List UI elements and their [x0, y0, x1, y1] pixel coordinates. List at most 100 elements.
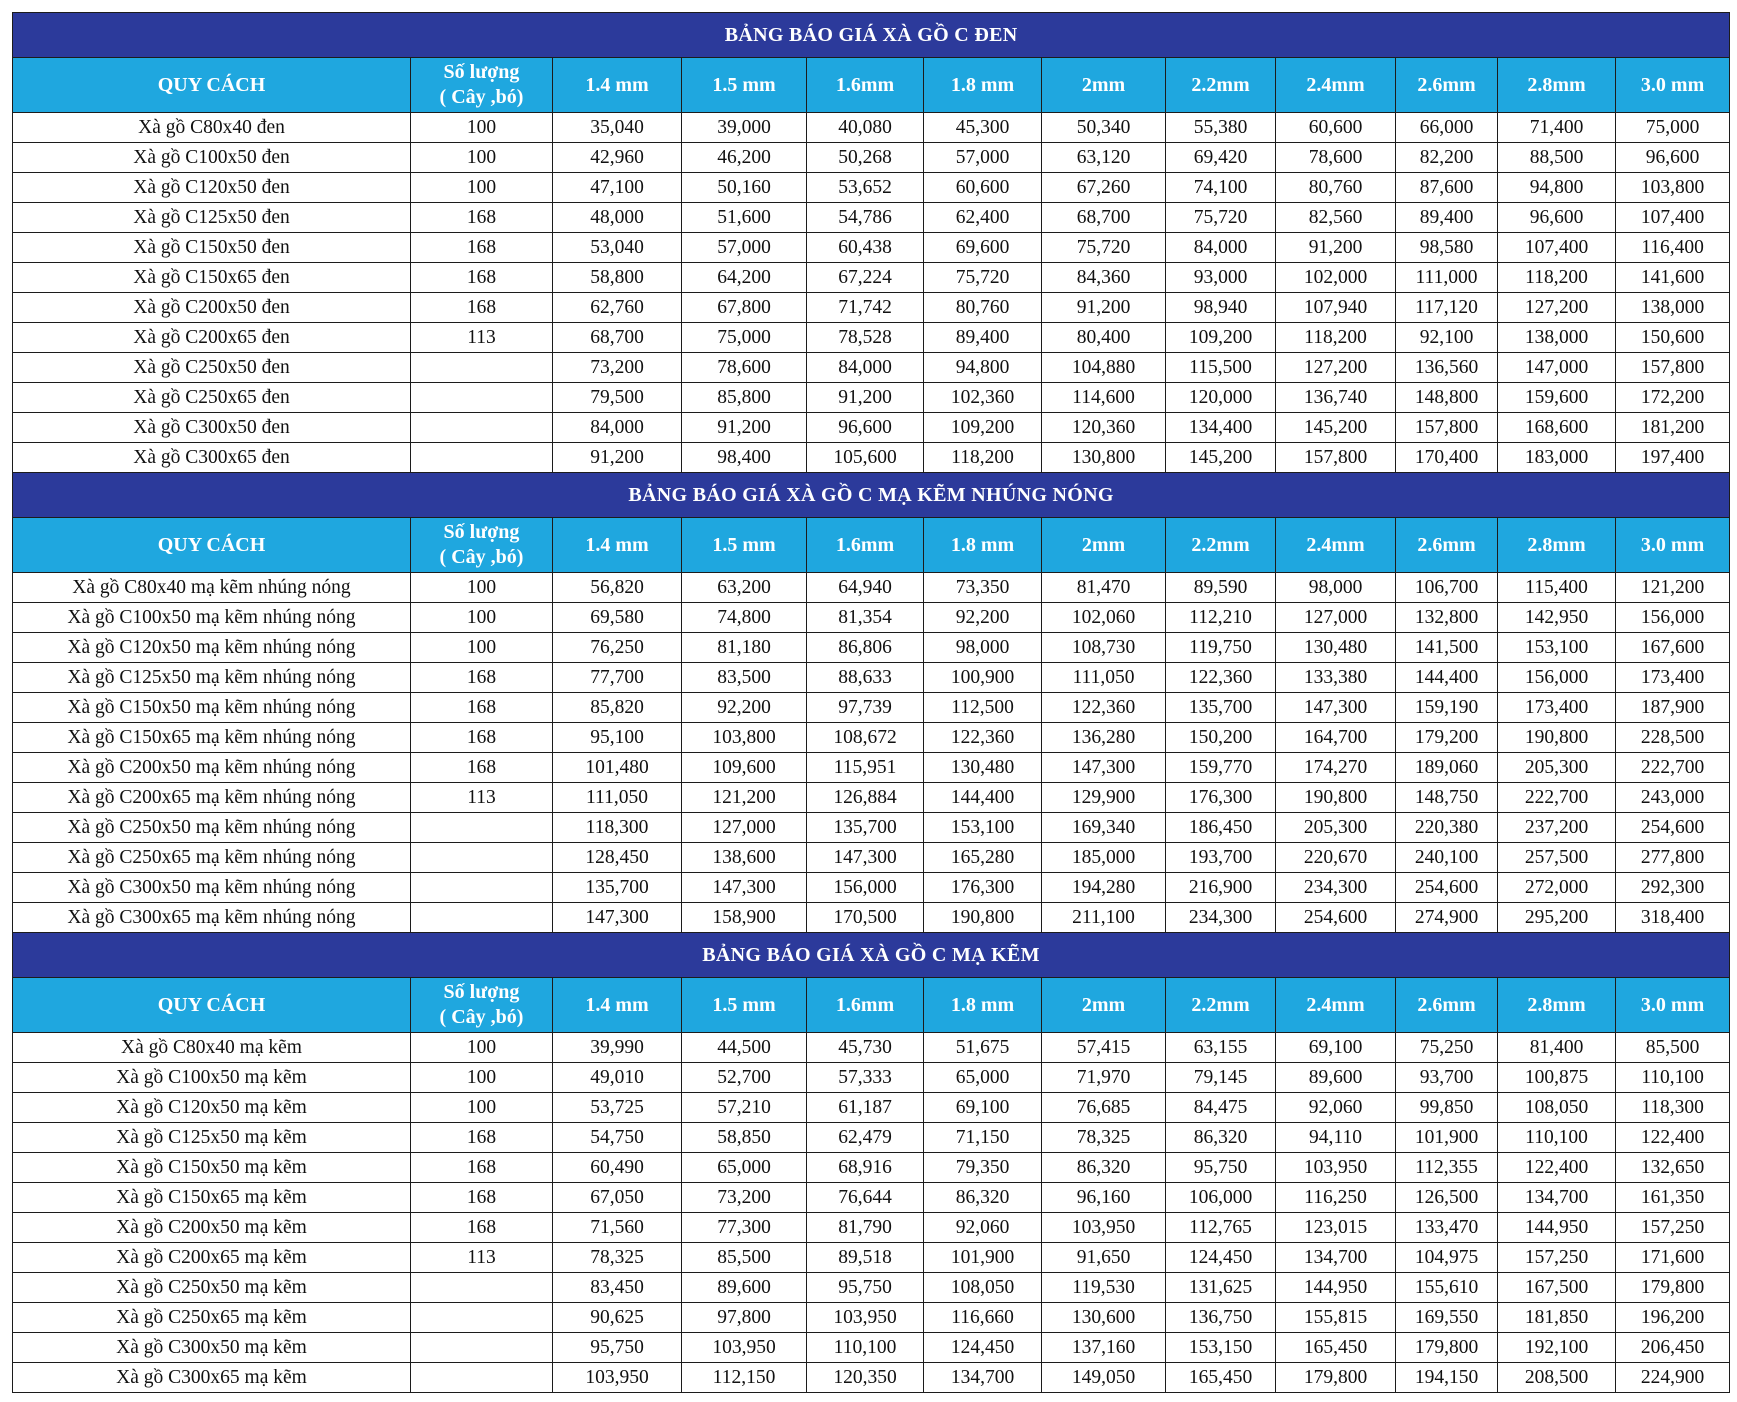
cell-price: 134,400 [1165, 412, 1276, 443]
header-spec: QUY CÁCH [12, 517, 411, 573]
cell-price: 82,200 [1395, 142, 1498, 173]
cell-price: 111,050 [552, 782, 682, 813]
section-title: BẢNG BÁO GIÁ XÀ GỒ C ĐEN [11, 12, 1731, 58]
cell-price: 83,450 [552, 1272, 682, 1303]
cell-price: 147,300 [552, 902, 682, 933]
cell-price: 83,500 [681, 662, 807, 693]
table-row: Xà gồ C300x50 đen 84,000 91,200 96,600 109,2… [12, 412, 1731, 443]
header-thickness: 3.0 mm [1614, 977, 1731, 1033]
cell-price: 110,100 [1614, 1062, 1731, 1093]
cell-price: 157,250 [1614, 1212, 1731, 1243]
cell-price: 79,350 [923, 1152, 1042, 1183]
cell-price: 153,100 [923, 812, 1042, 843]
cell-price: 222,700 [1614, 752, 1731, 783]
cell-price: 68,700 [1041, 202, 1166, 233]
cell-price: 62,760 [552, 292, 682, 323]
cell-quantity: 168 [410, 662, 553, 693]
header-thickness: 1.5 mm [681, 57, 807, 113]
table-row: Xà gồ C200x50 đen 168 62,760 67,800 71,742 80… [12, 292, 1731, 323]
cell-price: 189,060 [1395, 752, 1498, 783]
cell-price: 126,500 [1395, 1182, 1498, 1213]
table-row: Xà gồ C300x50 mạ kẽm nhúng nóng 135,700 14… [12, 872, 1731, 903]
cell-price: 102,360 [923, 382, 1042, 413]
cell-price: 50,160 [681, 172, 807, 203]
cell-price: 168,600 [1497, 412, 1616, 443]
cell-price: 51,675 [923, 1032, 1042, 1063]
cell-price: 98,000 [923, 632, 1042, 663]
cell-price: 117,120 [1395, 292, 1498, 323]
cell-price: 60,600 [1275, 112, 1396, 143]
cell-price: 147,300 [1275, 692, 1396, 723]
cell-quantity: 168 [410, 692, 553, 723]
cell-spec: Xà gồ C150x65 mạ kẽm nhúng nóng [12, 722, 411, 753]
cell-price: 92,060 [1275, 1092, 1396, 1123]
cell-price: 112,765 [1165, 1212, 1276, 1243]
cell-price: 89,400 [1395, 202, 1498, 233]
cell-price: 47,100 [552, 172, 682, 203]
table-row: Xà gồ C250x65 đen 79,500 85,800 91,200 102,3… [12, 382, 1731, 413]
cell-price: 122,360 [923, 722, 1042, 753]
cell-spec: Xà gồ C100x50 đen [12, 142, 411, 173]
cell-price: 120,350 [806, 1362, 924, 1393]
table-row: Xà gồ C300x65 đen 91,200 98,400 105,600 118,… [12, 442, 1731, 473]
cell-price: 216,900 [1165, 872, 1276, 903]
cell-price: 92,060 [923, 1212, 1042, 1243]
price-table: BẢNG BÁO GIÁ XÀ GỒ C ĐEN QUY CÁCH Số lượng… [11, 12, 1731, 1393]
cell-spec: Xà gồ C300x50 mạ kẽm [12, 1332, 411, 1363]
cell-price: 71,560 [552, 1212, 682, 1243]
cell-price: 55,380 [1165, 112, 1276, 143]
header-thickness: 2.4mm [1275, 57, 1396, 113]
cell-price: 89,600 [1275, 1062, 1396, 1093]
cell-price: 157,800 [1395, 412, 1498, 443]
cell-price: 115,951 [806, 752, 924, 783]
header-thickness: 2mm [1041, 57, 1166, 113]
table-row: Xà gồ C80x40 mạ kẽm nhúng nóng 100 56,820 6… [12, 572, 1731, 603]
header-quantity: Số lượng ( Cây ,bó) [410, 977, 553, 1033]
cell-price: 76,644 [806, 1182, 924, 1213]
cell-price: 234,300 [1275, 872, 1396, 903]
header-thickness: 1.8 mm [923, 977, 1042, 1033]
cell-price: 71,150 [923, 1122, 1042, 1153]
cell-spec: Xà gồ C250x65 đen [12, 382, 411, 413]
cell-price: 186,450 [1165, 812, 1276, 843]
cell-price: 89,400 [923, 322, 1042, 353]
cell-price: 149,050 [1041, 1362, 1166, 1393]
cell-price: 134,700 [1497, 1182, 1616, 1213]
cell-price: 63,120 [1041, 142, 1166, 173]
cell-price: 155,610 [1395, 1272, 1498, 1303]
table-row: Xà gồ C200x50 mạ kẽm nhúng nóng 168 101,48… [12, 752, 1731, 783]
cell-spec: Xà gồ C100x50 mạ kẽm [12, 1062, 411, 1093]
cell-price: 157,250 [1497, 1242, 1616, 1273]
table-row: Xà gồ C250x50 mạ kẽm nhúng nóng 118,300 12… [12, 812, 1731, 843]
cell-price: 95,750 [552, 1332, 682, 1363]
cell-price: 292,300 [1614, 872, 1731, 903]
cell-price: 109,600 [681, 752, 807, 783]
cell-price: 66,000 [1395, 112, 1498, 143]
cell-price: 58,800 [552, 262, 682, 293]
cell-price: 57,210 [681, 1092, 807, 1123]
cell-price: 179,800 [1395, 1332, 1498, 1363]
table-row: Xà gồ C80x40 đen 100 35,040 39,000 40,080 45,… [12, 112, 1731, 143]
cell-spec: Xà gồ C125x50 mạ kẽm [12, 1122, 411, 1153]
header-thickness: 2mm [1041, 977, 1166, 1033]
table-row: Xà gồ C200x65 đen 113 68,700 75,000 78,528 89… [12, 322, 1731, 353]
header-quantity-line2: ( Cây ,bó) [439, 1006, 524, 1028]
cell-price: 84,475 [1165, 1092, 1276, 1123]
cell-price: 84,360 [1041, 262, 1166, 293]
cell-price: 35,040 [552, 112, 682, 143]
table-row: Xà gồ C200x50 mạ kẽm 168 71,560 77,300 81,79… [12, 1212, 1731, 1243]
cell-price: 85,500 [681, 1242, 807, 1273]
cell-quantity [410, 442, 553, 473]
cell-price: 122,400 [1497, 1152, 1616, 1183]
cell-price: 136,560 [1395, 352, 1498, 383]
cell-price: 80,400 [1041, 322, 1166, 353]
cell-price: 123,015 [1275, 1212, 1396, 1243]
cell-price: 147,300 [681, 872, 807, 903]
cell-price: 98,580 [1395, 232, 1498, 263]
section-title-row: BẢNG BÁO GIÁ XÀ GỒ C MẠ KẼM NHÚNG NÓNG [11, 472, 1731, 518]
cell-price: 102,060 [1041, 602, 1166, 633]
cell-spec: Xà gồ C80x40 mạ kẽm nhúng nóng [12, 572, 411, 603]
cell-price: 205,300 [1275, 812, 1396, 843]
cell-price: 77,700 [552, 662, 682, 693]
cell-price: 73,350 [923, 572, 1042, 603]
